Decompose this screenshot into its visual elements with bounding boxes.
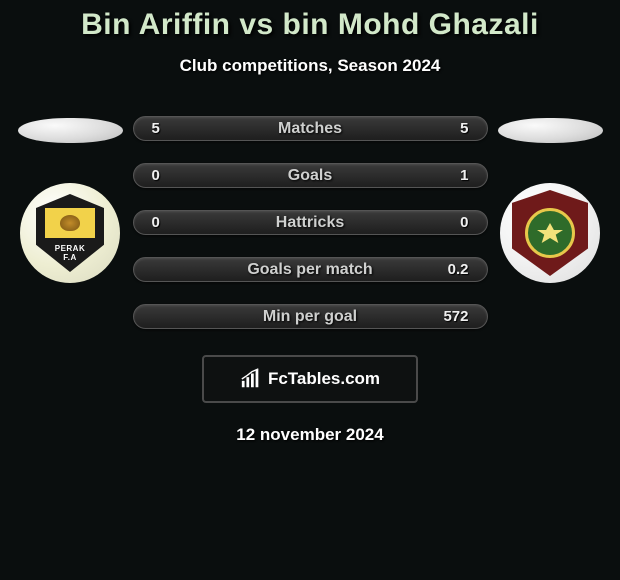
tiger-icon — [60, 215, 80, 231]
page-title: Bin Ariffin vs bin Mohd Ghazali — [0, 8, 620, 42]
stat-row-min-per-goal: Min per goal 572 — [133, 304, 488, 329]
badge-left-text: PERAK F.A — [36, 244, 104, 262]
brand-box[interactable]: FcTables.com — [202, 355, 418, 403]
stat-right-val: 0.2 — [439, 261, 469, 278]
left-player-col: PERAK F.A — [10, 116, 130, 283]
club-badge-right — [500, 183, 600, 283]
stat-right-val: 0 — [439, 214, 469, 231]
subtitle: Club competitions, Season 2024 — [0, 56, 620, 76]
badge-left-sub: F.A — [63, 253, 77, 262]
stat-left-val: 0 — [152, 214, 182, 231]
stat-right-val: 1 — [439, 167, 469, 184]
brand-text: FcTables.com — [268, 369, 380, 389]
right-player-col — [490, 116, 610, 283]
stat-row-matches: 5 Matches 5 — [133, 116, 488, 141]
main-row: PERAK F.A 5 Matches 5 0 Goals 1 0 Hattri… — [0, 116, 620, 329]
stat-row-goals: 0 Goals 1 — [133, 163, 488, 188]
date-line: 12 november 2024 — [0, 425, 620, 445]
badge-left-shield: PERAK F.A — [36, 194, 104, 272]
badge-left-stripe — [45, 208, 95, 238]
stat-label: Goals per match — [247, 261, 372, 279]
player-photo-placeholder-left — [18, 118, 123, 143]
chart-icon — [240, 368, 262, 390]
stat-label: Hattricks — [276, 214, 344, 232]
comparison-card: Bin Ariffin vs bin Mohd Ghazali Club com… — [0, 0, 620, 445]
player-photo-placeholder-right — [498, 118, 603, 143]
badge-left-name: PERAK — [55, 244, 86, 253]
stat-row-goals-per-match: Goals per match 0.2 — [133, 257, 488, 282]
stat-left-val: 5 — [152, 120, 182, 137]
stat-right-val: 572 — [439, 308, 469, 325]
badge-right-shield — [512, 190, 588, 276]
stat-label: Matches — [278, 120, 342, 138]
sun-icon — [537, 223, 563, 243]
badge-right-circle — [525, 208, 575, 258]
stat-label: Min per goal — [263, 308, 357, 326]
stat-row-hattricks: 0 Hattricks 0 — [133, 210, 488, 235]
stats-column: 5 Matches 5 0 Goals 1 0 Hattricks 0 Goal… — [130, 116, 490, 329]
stat-left-val: 0 — [152, 167, 182, 184]
stat-right-val: 5 — [439, 120, 469, 137]
club-badge-left: PERAK F.A — [20, 183, 120, 283]
stat-label: Goals — [288, 167, 332, 185]
